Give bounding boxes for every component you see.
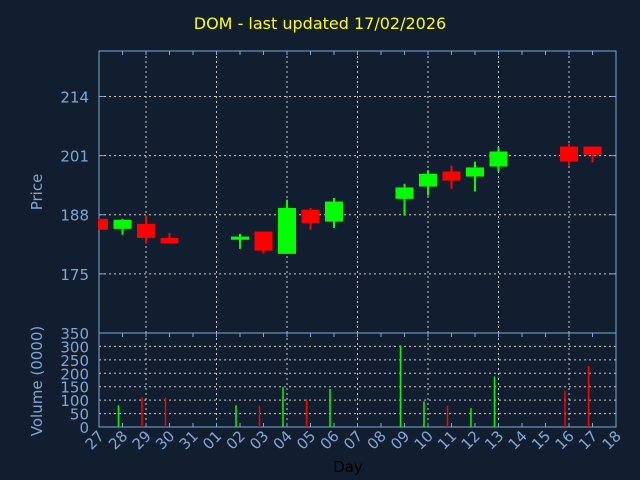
price-tick-label: 214	[60, 88, 89, 106]
candle-body-09	[395, 187, 414, 199]
x-tick-label: 05	[293, 427, 319, 453]
x-tick-label: 30	[152, 427, 178, 453]
volume-tick-label: 150	[60, 379, 89, 397]
x-tick-label: 12	[458, 427, 484, 453]
x-tick-label: 04	[270, 427, 296, 453]
candle-body-16	[560, 146, 578, 162]
chart-title: DOM - last updated 17/02/2026	[193, 14, 447, 33]
volume-tick-label: 200	[60, 365, 89, 383]
candle-body-27	[99, 218, 108, 230]
x-tick-label: 11	[434, 427, 460, 453]
x-tick-label: 16	[552, 427, 578, 453]
x-tick-label: 18	[599, 427, 625, 453]
x-tick-label: 03	[246, 427, 272, 453]
volume-axis-label: Volume (0000)	[28, 326, 46, 436]
candle-body-05	[301, 209, 320, 223]
volume-tick-label: 250	[60, 352, 89, 370]
volume-tick-label: 350	[60, 325, 89, 343]
candle-body-29	[137, 223, 155, 238]
candle-body-17	[583, 146, 602, 155]
candle-body-28	[113, 219, 132, 229]
x-tick-label: 07	[340, 427, 366, 453]
candle-body-30	[160, 237, 179, 244]
volume-tick-label: 50	[70, 406, 89, 424]
price-axis-label: Price	[28, 174, 46, 211]
volume-tick-label: 0	[79, 419, 89, 437]
x-tick-label: 09	[387, 427, 413, 453]
volume-tick-label: 100	[60, 392, 89, 410]
x-tick-label: 28	[105, 427, 131, 453]
candle-body-13	[489, 151, 508, 167]
candle-body-10	[419, 173, 437, 187]
candle-body-11	[442, 171, 461, 181]
x-tick-label: 29	[129, 427, 155, 453]
x-tick-label: 08	[364, 427, 390, 453]
x-tick-label: 17	[575, 427, 601, 453]
x-tick-label: 10	[411, 427, 437, 453]
candle-body-04	[278, 207, 296, 254]
x-tick-label: 14	[505, 427, 531, 453]
price-tick-label: 201	[60, 148, 89, 166]
x-tick-label: 02	[223, 427, 249, 453]
candle-body-06	[325, 201, 343, 222]
x-tick-label: 15	[528, 427, 554, 453]
x-axis-label: Day	[333, 458, 363, 476]
volume-pane-frame	[98, 332, 617, 428]
x-tick-label: 01	[199, 427, 225, 453]
volume-tick-label: 300	[60, 338, 89, 356]
price-tick-label: 188	[60, 207, 89, 225]
price-tick-label: 175	[60, 266, 89, 284]
candle-body-12	[466, 167, 484, 177]
x-tick-label: 13	[481, 427, 507, 453]
x-tick-label: 31	[176, 427, 202, 453]
candle-body-02	[231, 236, 249, 240]
candle-body-03	[254, 231, 273, 251]
x-tick-label: 06	[317, 427, 343, 453]
